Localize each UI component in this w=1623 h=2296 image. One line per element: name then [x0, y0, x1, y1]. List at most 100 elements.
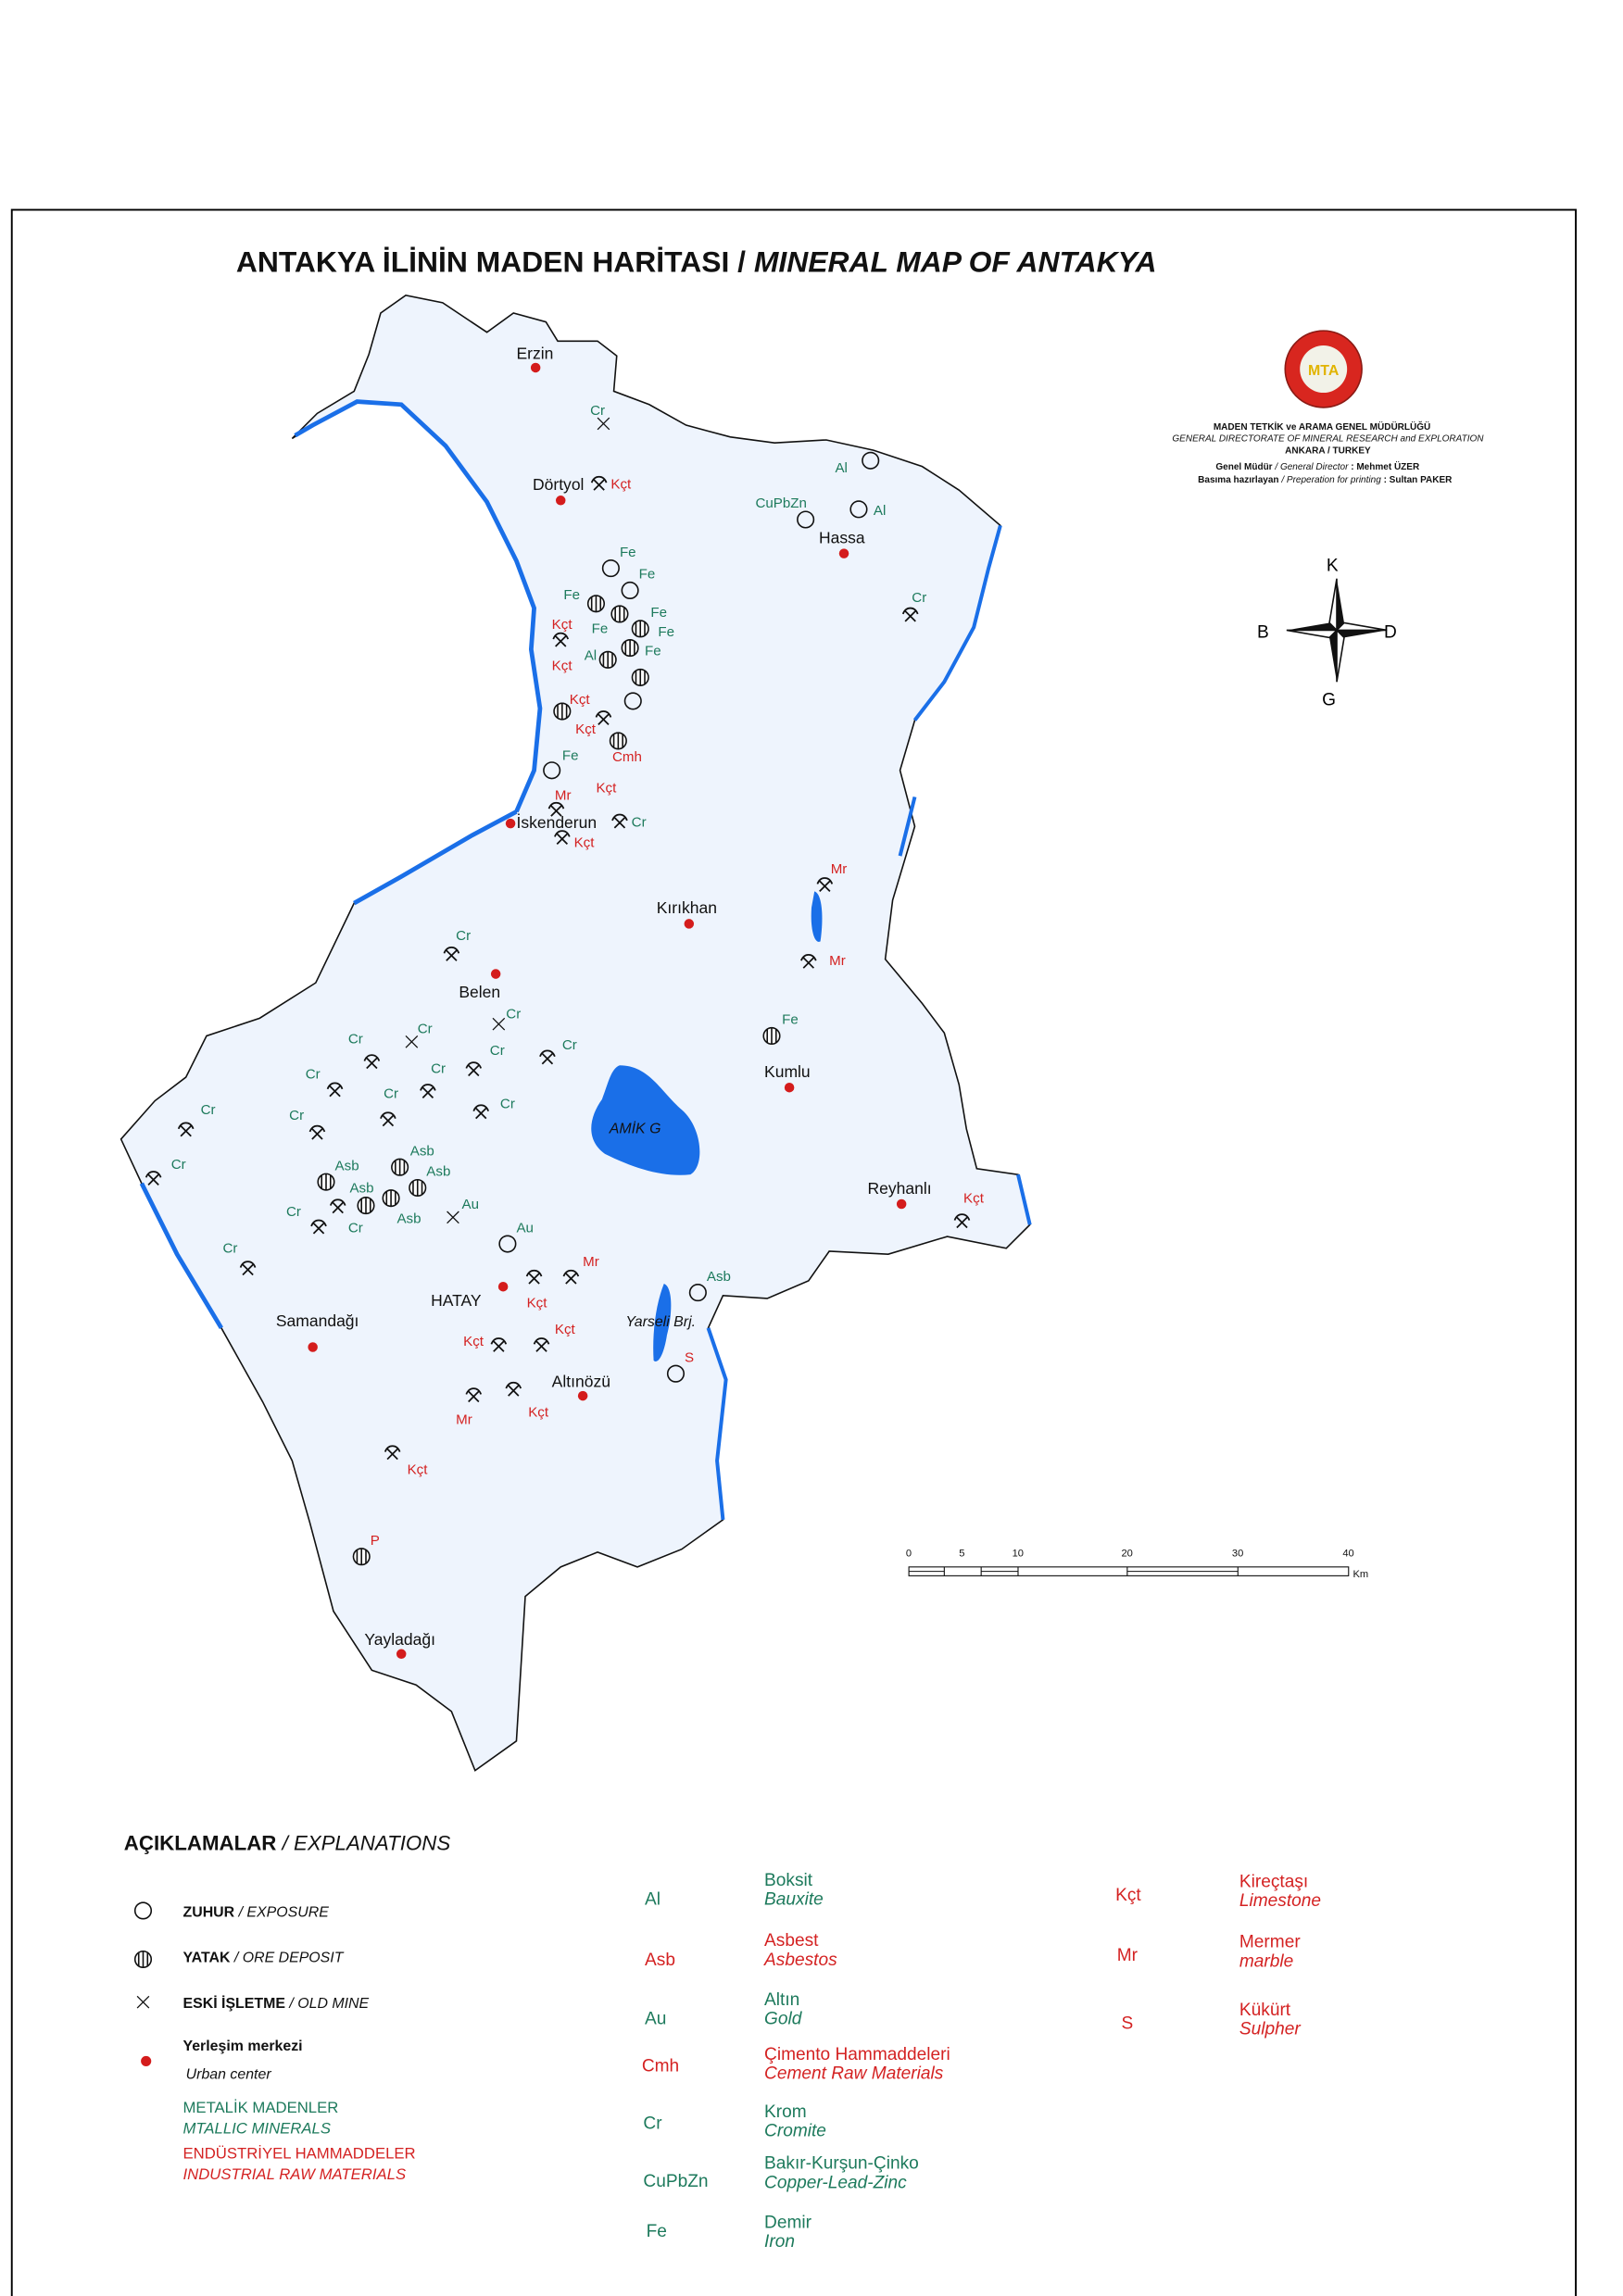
urban-center-icon: [505, 818, 516, 829]
town: Erzin: [516, 344, 553, 373]
coastline: [139, 399, 543, 1330]
legend-metallic-en: MTALLIC MINERALS: [182, 2119, 330, 2137]
institution-block: MADEN TETKİK ve ARAMA GENEL MÜDÜRLÜĞÜ GE…: [1172, 420, 1484, 485]
mineral-label: Cr: [348, 1031, 363, 1047]
ore-deposit-icon: [609, 732, 627, 750]
town-label: Hassa: [819, 528, 865, 546]
mineral-label: Fe: [782, 1012, 799, 1028]
legend-urban-en: Urban center: [186, 2067, 272, 2083]
legend-code: CuPbZn: [643, 2172, 708, 2191]
mineral-label: Asb: [410, 1143, 434, 1159]
urban-center-icon: [684, 919, 695, 929]
legend-name-en: Sulpher: [1239, 2020, 1302, 2039]
mine-pick-icon: [239, 1261, 257, 1276]
mineral-occurrence: Fe: [563, 587, 606, 613]
mineral-occurrence: P: [352, 1533, 380, 1566]
mine-pick-icon: [505, 1381, 522, 1397]
mineral-occurrence: Kçt: [552, 617, 572, 647]
mineral-label: Cmh: [612, 749, 642, 765]
mineral-label: Asb: [396, 1211, 421, 1227]
mineral-label: Fe: [563, 587, 580, 603]
scale-tick: 10: [1013, 1549, 1024, 1560]
exposure-icon: [543, 761, 561, 780]
mineral-occurrence: Cr: [611, 813, 647, 830]
mineral-occurrence: Kçt: [384, 1445, 428, 1477]
mineral-label: Asb: [426, 1164, 450, 1180]
exposure-icon: [621, 581, 639, 600]
mine-pick-icon: [465, 1061, 483, 1077]
mineral-occurrence: Mr: [562, 1254, 599, 1285]
legend-code: Al: [645, 1890, 661, 1910]
mta-logo: MTA: [1284, 330, 1363, 408]
mineral-label: Kçt: [552, 658, 573, 673]
ore-deposit-icon: [391, 1158, 409, 1176]
legend-ore-deposit: YATAK / ORE DEPOSIT: [182, 1951, 344, 1966]
mineral-label: Cr: [171, 1157, 186, 1173]
legend-industrial-en: INDUSTRIAL RAW MATERIALS: [182, 2165, 406, 2183]
mineral-occurrence: Cr: [223, 1241, 257, 1276]
town: Kumlu: [764, 1062, 811, 1093]
mineral-occurrence: Cr: [289, 1108, 326, 1140]
mineral-occurrence: Kçt: [533, 1322, 576, 1352]
ore-deposit-icon: [762, 1026, 781, 1046]
mineral-label: Cr: [306, 1067, 321, 1083]
legend-name-tr: Mermer: [1239, 1933, 1301, 1952]
town-label: Yayladağı: [364, 1630, 435, 1649]
lake-amik: [591, 1065, 700, 1175]
mineral-label: Mr: [583, 1254, 599, 1270]
ore-deposit-icon: [553, 702, 572, 721]
town: Reyhanlı: [868, 1179, 932, 1210]
mineral-occurrence: Al: [835, 451, 880, 476]
mineral-occurrence: Mr: [547, 788, 572, 817]
mineral-label: Fe: [562, 748, 579, 764]
town-label: Samandağı: [276, 1311, 359, 1330]
mine-pick-icon: [595, 710, 612, 726]
legend-name-en: Gold: [764, 2010, 803, 2029]
old-mine-icon: [405, 1035, 419, 1048]
mineral-occurrence: Cr: [177, 1102, 216, 1137]
urban-center-icon: [838, 548, 849, 558]
mineral-occurrence: CuPbZn: [755, 496, 815, 529]
mineral-label: Cr: [456, 928, 471, 944]
exposure-icon: [688, 1284, 707, 1302]
mineral-label: Kçt: [570, 692, 591, 708]
mine-pick-icon: [145, 1171, 162, 1186]
mine-pick-icon: [308, 1124, 326, 1140]
mineral-occurrence: Kçt: [575, 710, 612, 737]
mineral-occurrence: Cr: [431, 1060, 483, 1077]
town-label: Belen: [459, 983, 500, 1001]
mine-pick-icon: [310, 1219, 327, 1235]
ore-deposit-icon: [382, 1189, 400, 1208]
mineral-label: Cr: [912, 590, 926, 606]
exposure-icon: [498, 1235, 517, 1253]
ore-deposit-icon: [357, 1197, 375, 1215]
mineral-occurrence: Kçt: [596, 781, 617, 797]
mineral-label: Fe: [645, 644, 661, 659]
lake-small: [811, 891, 823, 942]
mineral-occurrence: Fe: [621, 567, 655, 600]
preparer-line: Basıma hazırlayan / Preperation for prin…: [1198, 475, 1453, 485]
mine-pick-icon: [816, 877, 834, 892]
mineral-occurrence: Cr: [901, 590, 926, 622]
mineral-label: Asb: [335, 1158, 359, 1173]
mine-pick-icon: [539, 1049, 556, 1065]
legend-name-tr: Kükürt: [1239, 2001, 1291, 2020]
exposure-icon: [849, 500, 868, 519]
mineral-label: Mr: [831, 861, 848, 877]
scale-tick: 30: [1232, 1549, 1243, 1560]
mineral-occurrence: Au: [447, 1197, 479, 1224]
north-arrow-compass: K G D B: [1257, 557, 1397, 710]
mineral-occurrence: Kçt: [554, 830, 595, 851]
mineral-label: Cr: [490, 1043, 505, 1059]
mineral-occurrence: Al: [849, 500, 886, 519]
legend-code: Fe: [647, 2222, 667, 2241]
mineral-label: Cr: [348, 1220, 363, 1236]
compass-south: G: [1322, 691, 1336, 710]
legend-name-tr: Demir: [764, 2213, 812, 2232]
mine-pick-icon: [472, 1104, 490, 1120]
